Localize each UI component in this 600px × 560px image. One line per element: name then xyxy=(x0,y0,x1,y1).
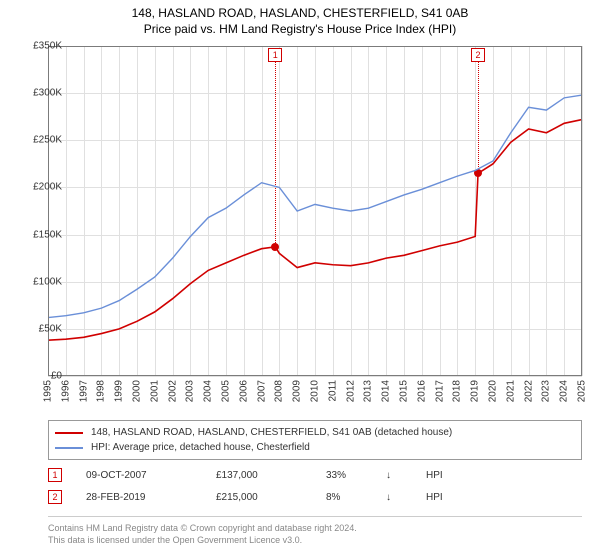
sales-arrow-1: ↓ xyxy=(386,470,426,481)
x-tick-label: 2016 xyxy=(416,380,427,402)
x-tick-label: 2011 xyxy=(327,380,338,402)
y-tick-label: £300K xyxy=(33,88,62,99)
y-tick-label: £250K xyxy=(33,135,62,146)
x-tick-label: 2021 xyxy=(505,380,516,402)
sales-marker-2: 2 xyxy=(48,490,62,504)
gridline-h xyxy=(48,376,582,377)
x-tick-label: 1998 xyxy=(96,380,107,402)
x-tick-label: 2007 xyxy=(256,380,267,402)
x-tick-label: 2004 xyxy=(203,380,214,402)
gridline-v xyxy=(582,46,583,376)
y-tick-label: £100K xyxy=(33,276,62,287)
sales-arrow-2: ↓ xyxy=(386,492,426,503)
x-tick-label: 2014 xyxy=(381,380,392,402)
sales-vs-2: HPI xyxy=(426,492,443,503)
x-tick-label: 2023 xyxy=(541,380,552,402)
sales-price-1: £137,000 xyxy=(216,470,326,481)
x-tick-label: 2025 xyxy=(577,380,588,402)
x-tick-label: 2009 xyxy=(292,380,303,402)
sales-delta-2: 8% xyxy=(326,492,386,503)
x-tick-label: 2024 xyxy=(559,380,570,402)
x-tick-label: 2005 xyxy=(221,380,232,402)
x-tick-label: 1995 xyxy=(43,380,54,402)
x-tick-label: 2022 xyxy=(523,380,534,402)
footer-copyright: Contains HM Land Registry data © Crown c… xyxy=(48,523,582,535)
legend-label-hpi: HPI: Average price, detached house, Ches… xyxy=(91,440,310,455)
x-tick-label: 2013 xyxy=(363,380,374,402)
sales-price-2: £215,000 xyxy=(216,492,326,503)
sales-table: 1 09-OCT-2007 £137,000 33% ↓ HPI 2 28-FE… xyxy=(48,464,582,508)
x-tick-label: 2001 xyxy=(149,380,160,402)
title-address: 148, HASLAND ROAD, HASLAND, CHESTERFIELD… xyxy=(0,6,600,22)
footer-license: This data is licensed under the Open Gov… xyxy=(48,535,582,547)
sales-marker-1: 1 xyxy=(48,468,62,482)
legend-item-price: 148, HASLAND ROAD, HASLAND, CHESTERFIELD… xyxy=(55,425,575,440)
x-tick-label: 1997 xyxy=(78,380,89,402)
sales-delta-1: 33% xyxy=(326,470,386,481)
legend-swatch-hpi xyxy=(55,447,83,449)
x-tick-label: 2018 xyxy=(452,380,463,402)
footer: Contains HM Land Registry data © Crown c… xyxy=(48,516,582,546)
x-tick-label: 2012 xyxy=(345,380,356,402)
y-tick-label: £50K xyxy=(39,323,62,334)
x-tick-label: 2002 xyxy=(167,380,178,402)
title-block: 148, HASLAND ROAD, HASLAND, CHESTERFIELD… xyxy=(0,0,600,37)
y-tick-label: £200K xyxy=(33,182,62,193)
x-tick-label: 1999 xyxy=(114,380,125,402)
y-tick-label: £150K xyxy=(33,229,62,240)
x-tick-label: 2003 xyxy=(185,380,196,402)
series-hpi xyxy=(48,95,582,318)
x-tick-label: 2017 xyxy=(434,380,445,402)
x-tick-label: 2010 xyxy=(310,380,321,402)
title-subtitle: Price paid vs. HM Land Registry's House … xyxy=(0,22,600,38)
x-tick-label: 2008 xyxy=(274,380,285,402)
y-tick-label: £350K xyxy=(33,41,62,52)
chart-container: 148, HASLAND ROAD, HASLAND, CHESTERFIELD… xyxy=(0,0,600,560)
x-tick-label: 2015 xyxy=(399,380,410,402)
x-tick-label: 1996 xyxy=(60,380,71,402)
sales-date-1: 09-OCT-2007 xyxy=(86,470,216,481)
x-tick-label: 2020 xyxy=(488,380,499,402)
chart-plot-area: 12 xyxy=(48,46,582,376)
sales-date-2: 28-FEB-2019 xyxy=(86,492,216,503)
sales-row-1: 1 09-OCT-2007 £137,000 33% ↓ HPI xyxy=(48,464,582,486)
chart-lines-svg xyxy=(48,46,582,376)
legend-swatch-price xyxy=(55,432,83,434)
legend-label-price: 148, HASLAND ROAD, HASLAND, CHESTERFIELD… xyxy=(91,425,452,440)
sales-row-2: 2 28-FEB-2019 £215,000 8% ↓ HPI xyxy=(48,486,582,508)
x-tick-label: 2000 xyxy=(132,380,143,402)
x-tick-label: 2006 xyxy=(238,380,249,402)
sales-vs-1: HPI xyxy=(426,470,443,481)
legend-box: 148, HASLAND ROAD, HASLAND, CHESTERFIELD… xyxy=(48,420,582,460)
legend-item-hpi: HPI: Average price, detached house, Ches… xyxy=(55,440,575,455)
series-price_paid xyxy=(48,120,582,341)
x-tick-label: 2019 xyxy=(470,380,481,402)
